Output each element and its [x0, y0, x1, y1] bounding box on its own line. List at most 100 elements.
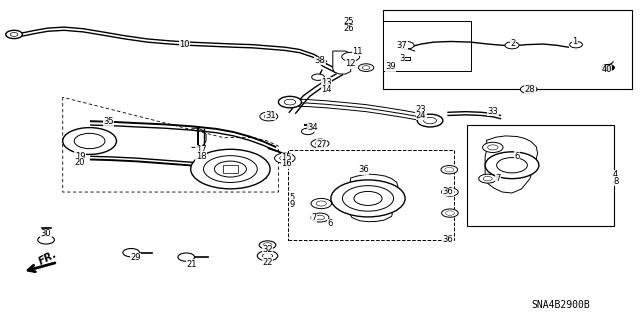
Text: 8: 8 [613, 177, 618, 186]
Text: 13: 13 [321, 78, 332, 87]
Circle shape [284, 99, 296, 105]
Text: 6: 6 [515, 152, 520, 161]
Text: 24: 24 [416, 111, 426, 120]
Text: 14: 14 [321, 85, 332, 94]
Bar [467, 125, 614, 226]
Text: 3: 3 [399, 54, 404, 63]
Circle shape [479, 174, 497, 183]
Circle shape [278, 96, 301, 108]
Text: 17: 17 [196, 145, 206, 154]
Text: 36: 36 [358, 165, 369, 174]
Circle shape [316, 201, 326, 206]
Circle shape [441, 166, 458, 174]
Circle shape [74, 133, 105, 149]
Text: 38: 38 [315, 56, 325, 65]
Text: 27: 27 [316, 140, 326, 149]
Circle shape [424, 117, 436, 124]
Text: 2: 2 [511, 39, 516, 48]
Polygon shape [349, 174, 398, 222]
Text: 18: 18 [196, 152, 206, 161]
Circle shape [191, 149, 270, 189]
Circle shape [214, 161, 246, 177]
Circle shape [259, 241, 276, 249]
Circle shape [260, 112, 278, 121]
Circle shape [497, 158, 527, 173]
Circle shape [524, 87, 533, 92]
Circle shape [178, 253, 195, 261]
Text: 11: 11 [352, 47, 362, 56]
Text: 10: 10 [179, 40, 189, 48]
Bar [288, 150, 454, 240]
Circle shape [275, 153, 295, 163]
Text: 35: 35 [104, 117, 114, 126]
Bar [383, 10, 632, 89]
Text: 6: 6 [328, 219, 333, 228]
Circle shape [257, 251, 278, 261]
Text: 36: 36 [443, 235, 453, 244]
Text: 22: 22 [262, 258, 273, 267]
Circle shape [63, 128, 116, 154]
Text: 1: 1 [572, 37, 577, 46]
Circle shape [602, 64, 614, 71]
Polygon shape [485, 136, 538, 193]
Circle shape [280, 156, 290, 161]
Text: 31: 31 [266, 111, 276, 120]
Circle shape [316, 141, 324, 146]
Text: 25: 25 [344, 17, 354, 26]
Text: 23: 23 [416, 105, 426, 114]
Text: 12: 12 [346, 59, 356, 68]
Circle shape [311, 213, 329, 222]
Circle shape [362, 66, 370, 70]
Circle shape [262, 253, 273, 258]
Text: 21: 21 [187, 260, 197, 269]
Circle shape [312, 74, 324, 80]
Circle shape [6, 30, 22, 39]
Circle shape [358, 64, 374, 71]
Text: 7: 7 [495, 174, 500, 183]
Circle shape [505, 42, 519, 49]
Text: 19: 19 [75, 152, 85, 161]
Text: 26: 26 [344, 24, 354, 33]
Text: 7: 7 [311, 213, 316, 222]
Text: 16: 16 [282, 160, 292, 168]
Text: 32: 32 [262, 245, 273, 254]
Text: 20: 20 [75, 158, 85, 167]
Text: 33: 33 [488, 107, 498, 116]
Circle shape [485, 152, 539, 179]
Text: 9: 9 [289, 200, 294, 209]
Polygon shape [333, 51, 351, 74]
Circle shape [483, 142, 503, 152]
Text: 36: 36 [443, 187, 453, 196]
Text: 5: 5 [289, 193, 294, 202]
Circle shape [342, 186, 394, 211]
Text: 37: 37 [397, 41, 407, 50]
Circle shape [354, 191, 382, 205]
Text: SNA4B2900B: SNA4B2900B [531, 300, 590, 310]
Circle shape [570, 41, 582, 48]
Bar [383, 21, 471, 71]
Circle shape [311, 198, 332, 209]
Circle shape [399, 41, 414, 49]
Circle shape [38, 236, 54, 244]
Circle shape [123, 249, 140, 257]
Circle shape [301, 128, 314, 135]
Circle shape [263, 243, 272, 247]
Circle shape [442, 209, 458, 217]
Circle shape [316, 215, 324, 220]
Text: 34: 34 [307, 123, 317, 132]
Circle shape [311, 139, 329, 148]
Text: 28: 28 [525, 85, 535, 94]
Circle shape [488, 145, 498, 150]
Text: FR.: FR. [37, 249, 59, 267]
Text: 30: 30 [41, 229, 51, 238]
Circle shape [204, 156, 257, 182]
Circle shape [10, 33, 18, 36]
Circle shape [342, 52, 360, 61]
Text: 29: 29 [131, 253, 141, 262]
Text: 40: 40 [602, 65, 612, 74]
Circle shape [331, 180, 405, 217]
Circle shape [417, 114, 443, 127]
Circle shape [445, 190, 454, 194]
Circle shape [264, 114, 273, 119]
Circle shape [442, 188, 458, 196]
